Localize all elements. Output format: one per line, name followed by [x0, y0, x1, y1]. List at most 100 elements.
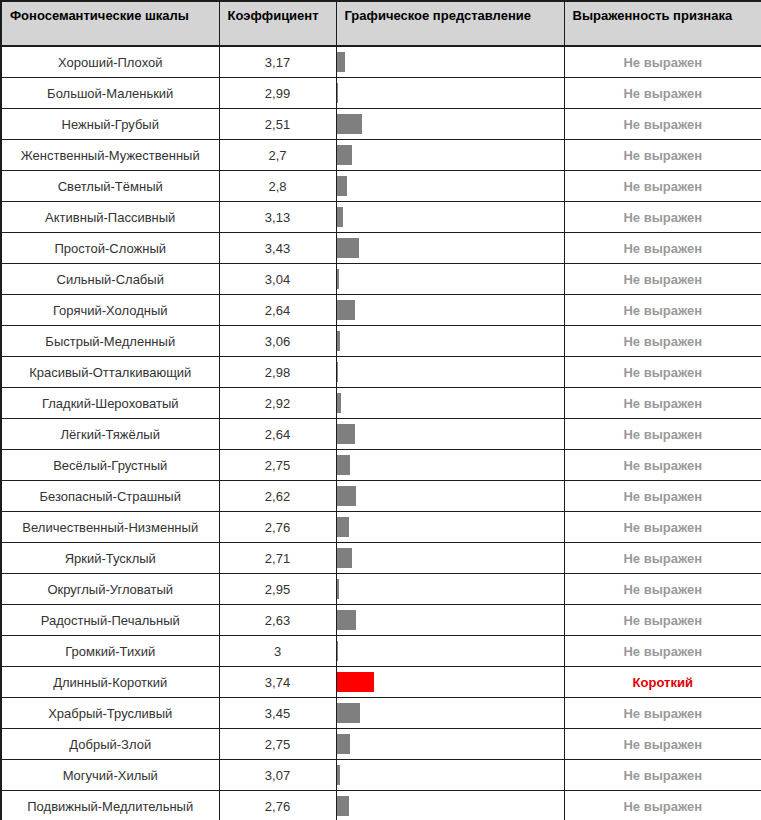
table-row: Яркий-Тусклый 2,71 Не выражен — [1, 543, 761, 574]
coefficient-bar — [337, 331, 340, 351]
coefficient-value: 2,51 — [219, 109, 336, 140]
expression-label: Не выражен — [564, 760, 761, 791]
scale-name: Радостный-Печальный — [1, 605, 219, 636]
scale-name: Активный-Пассивный — [1, 202, 219, 233]
coefficient-value: 2,99 — [219, 78, 336, 109]
table-row: Весёлый-Грустный 2,75 Не выражен — [1, 450, 761, 481]
table-row: Добрый-Злой 2,75 Не выражен — [1, 729, 761, 760]
scale-name: Громкий-Тихий — [1, 636, 219, 667]
table-row: Громкий-Тихий 3 Не выражен — [1, 636, 761, 667]
coefficient-bar — [337, 362, 338, 382]
table-row: Безопасный-Страшный 2,62 Не выражен — [1, 481, 761, 512]
coefficient-value: 3,13 — [219, 202, 336, 233]
scale-name: Женственный-Мужественный — [1, 140, 219, 171]
expression-label: Не выражен — [564, 450, 761, 481]
coefficient-bar — [337, 641, 338, 661]
expression-label: Не выражен — [564, 109, 761, 140]
coefficient-value: 2,64 — [219, 419, 336, 450]
coefficient-bar — [337, 176, 347, 196]
phonosemantic-table: Фоносемантические шкалы Коэффициент Граф… — [0, 0, 761, 820]
coefficient-bar — [337, 703, 360, 723]
coefficient-value: 2,95 — [219, 574, 336, 605]
table-row: Красивый-Отталкивающий 2,98 Не выражен — [1, 357, 761, 388]
table-row: Светлый-Тёмный 2,8 Не выражен — [1, 171, 761, 202]
expression-label: Не выражен — [564, 171, 761, 202]
table-row: Длинный-Короткий 3,74 Короткий — [1, 667, 761, 698]
column-header-coefficient: Коэффициент — [219, 1, 336, 46]
coefficient-value: 3,43 — [219, 233, 336, 264]
scale-name: Весёлый-Грустный — [1, 450, 219, 481]
table-row: Женственный-Мужественный 2,7 Не выражен — [1, 140, 761, 171]
expression-label: Не выражен — [564, 481, 761, 512]
expression-label: Не выражен — [564, 140, 761, 171]
scale-name: Нежный-Грубый — [1, 109, 219, 140]
table-row: Подвижный-Медлительный 2,76 Не выражен — [1, 791, 761, 820]
table-row: Могучий-Хилый 3,07 Не выражен — [1, 760, 761, 791]
coefficient-value: 2,63 — [219, 605, 336, 636]
scale-name: Светлый-Тёмный — [1, 171, 219, 202]
table-row: Сильный-Слабый 3,04 Не выражен — [1, 264, 761, 295]
table-row: Нежный-Грубый 2,51 Не выражен — [1, 109, 761, 140]
scale-name: Безопасный-Страшный — [1, 481, 219, 512]
bar-cell — [336, 605, 564, 636]
coefficient-bar — [337, 83, 338, 103]
expression-label: Не выражен — [564, 357, 761, 388]
bar-cell — [336, 140, 564, 171]
bar-cell — [336, 78, 564, 109]
coefficient-bar — [337, 796, 349, 816]
scale-name: Простой-Сложный — [1, 233, 219, 264]
column-header-graphic: Графическое представление — [336, 1, 564, 46]
coefficient-value: 3,74 — [219, 667, 336, 698]
coefficient-value: 2,7 — [219, 140, 336, 171]
scale-name: Большой-Маленький — [1, 78, 219, 109]
scale-name: Яркий-Тусклый — [1, 543, 219, 574]
expression-label: Не выражен — [564, 202, 761, 233]
expression-label: Не выражен — [564, 46, 761, 78]
coefficient-bar — [337, 610, 356, 630]
bar-cell — [336, 419, 564, 450]
scale-name: Округлый-Угловатый — [1, 574, 219, 605]
table-header: Фоносемантические шкалы Коэффициент Граф… — [1, 1, 761, 46]
bar-cell — [336, 46, 564, 78]
table-row: Активный-Пассивный 3,13 Не выражен — [1, 202, 761, 233]
bar-cell — [336, 109, 564, 140]
bar-cell — [336, 512, 564, 543]
bar-cell — [336, 171, 564, 202]
coefficient-bar — [337, 393, 341, 413]
coefficient-bar — [337, 238, 359, 258]
table-row: Большой-Маленький 2,99 Не выражен — [1, 78, 761, 109]
coefficient-value: 2,75 — [219, 450, 336, 481]
bar-cell — [336, 295, 564, 326]
table-row: Округлый-Угловатый 2,95 Не выражен — [1, 574, 761, 605]
coefficient-value: 2,62 — [219, 481, 336, 512]
scale-name: Могучий-Хилый — [1, 760, 219, 791]
coefficient-bar — [337, 207, 343, 227]
coefficient-bar — [337, 300, 355, 320]
table-row: Радостный-Печальный 2,63 Не выражен — [1, 605, 761, 636]
scale-name: Красивый-Отталкивающий — [1, 357, 219, 388]
coefficient-value: 2,92 — [219, 388, 336, 419]
phonosemantic-analysis-panel: Фоносемантические шкалы Коэффициент Граф… — [0, 0, 761, 820]
expression-label: Не выражен — [564, 605, 761, 636]
coefficient-bar — [337, 765, 340, 785]
scale-name: Хороший-Плохой — [1, 46, 219, 78]
expression-label: Не выражен — [564, 264, 761, 295]
coefficient-value: 3,07 — [219, 760, 336, 791]
expression-label: Не выражен — [564, 512, 761, 543]
bar-cell — [336, 791, 564, 820]
bar-cell — [336, 481, 564, 512]
scale-name: Подвижный-Медлительный — [1, 791, 219, 820]
expression-label: Не выражен — [564, 698, 761, 729]
coefficient-bar — [337, 672, 374, 692]
coefficient-value: 2,76 — [219, 512, 336, 543]
scale-name: Величественный-Низменный — [1, 512, 219, 543]
expression-label: Не выражен — [564, 326, 761, 357]
column-header-expression: Выраженность признака — [564, 1, 761, 46]
coefficient-value: 3 — [219, 636, 336, 667]
coefficient-bar — [337, 548, 352, 568]
bar-cell — [336, 202, 564, 233]
coefficient-bar — [337, 145, 352, 165]
bar-cell — [336, 450, 564, 481]
table-row: Быстрый-Медленный 3,06 Не выражен — [1, 326, 761, 357]
scale-name: Горячий-Холодный — [1, 295, 219, 326]
